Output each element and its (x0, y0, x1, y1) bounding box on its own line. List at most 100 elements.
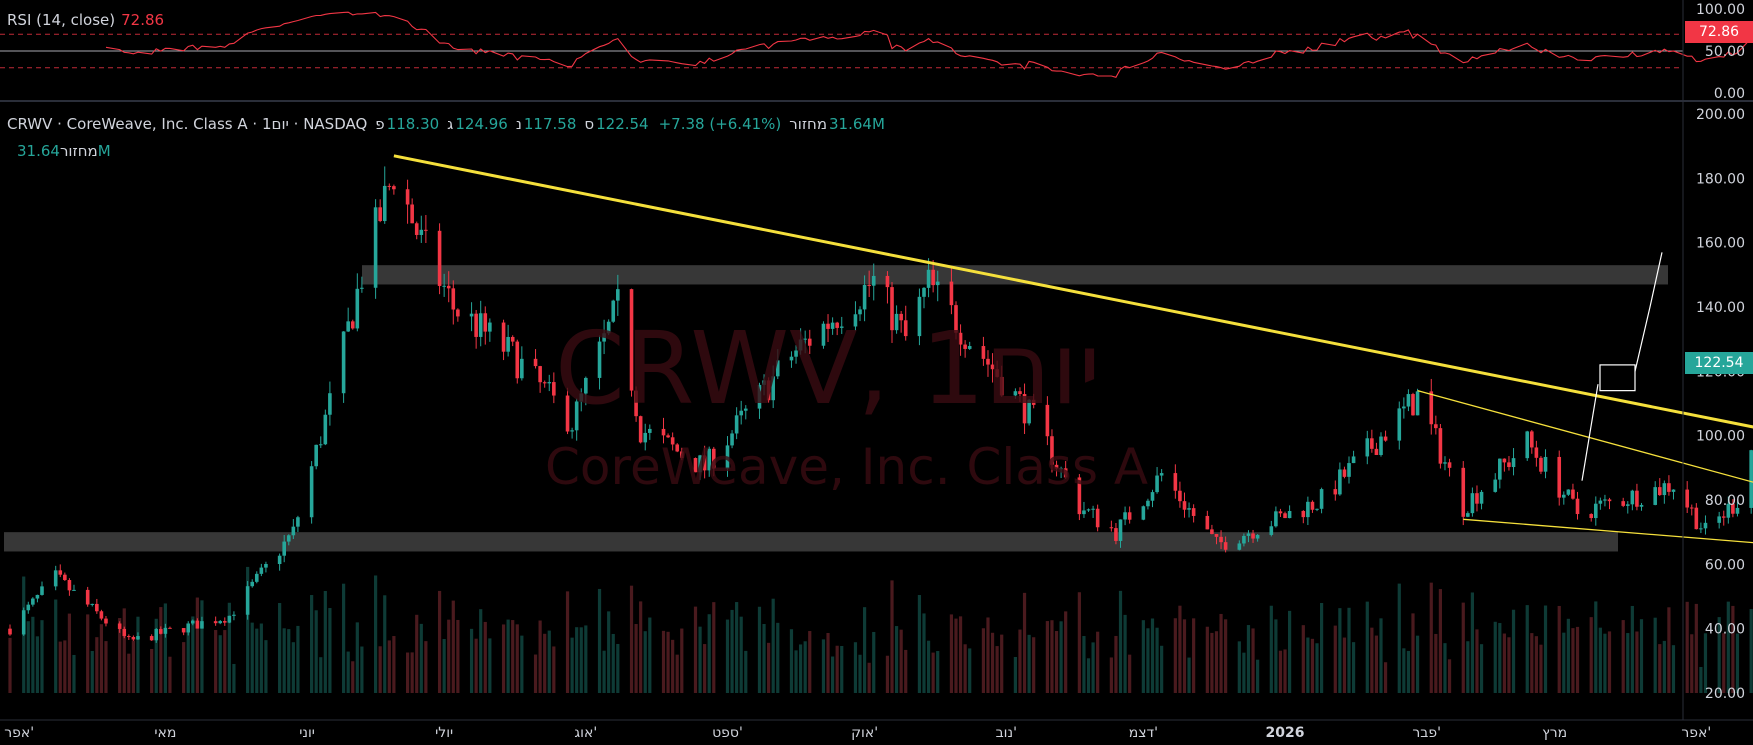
symbol-legend[interactable]: CRWV · CoreWeave, Inc. Class A · יום1 · … (7, 115, 885, 133)
candle-body (1214, 534, 1219, 537)
candle (1274, 506, 1278, 528)
volume-bar (538, 620, 542, 693)
candle (168, 626, 172, 629)
candle (1082, 501, 1086, 518)
candle-body (195, 620, 200, 629)
candle-body (1379, 436, 1383, 455)
candle-body (1278, 511, 1283, 514)
volume-bar (789, 629, 794, 693)
candle (378, 199, 382, 223)
volume-bar (602, 650, 606, 693)
volume-bar (1374, 635, 1379, 693)
volume-bar (118, 618, 122, 693)
time-axis-label: 2026 (1266, 725, 1305, 741)
candle-body (127, 636, 131, 638)
time-axis-label: פבר' (1412, 725, 1441, 741)
volume-bar (1351, 642, 1356, 693)
candle-body (1557, 456, 1562, 498)
volume-bar (1054, 631, 1059, 693)
candle-body (159, 629, 163, 634)
candle (1689, 504, 1694, 516)
resistance-zone (362, 265, 1668, 285)
candle (1114, 522, 1118, 545)
volume-bar (415, 614, 419, 693)
trendlines (393, 154, 1753, 544)
volume-bar (1000, 634, 1004, 693)
candle (154, 628, 159, 643)
volume-bar (255, 628, 259, 693)
volume-bar (1479, 644, 1484, 693)
volume-bar (1178, 605, 1182, 693)
candle-body (1178, 490, 1182, 502)
candle (835, 321, 839, 336)
candle (958, 324, 963, 356)
volume-bar (643, 631, 647, 693)
volume-bar (1091, 642, 1095, 693)
candle-body (264, 564, 268, 568)
volume-bar (1726, 601, 1730, 693)
candle-body (382, 185, 387, 222)
candle-body (318, 444, 323, 446)
volume-bar (1589, 617, 1593, 693)
ohlc-low-value: 117.58 (523, 115, 577, 133)
rsi-title[interactable]: RSI (14, close) 72.86 (7, 11, 164, 29)
volume-bar (744, 650, 748, 693)
candle (885, 271, 890, 304)
candle-body (1493, 479, 1498, 492)
volume-bar (1141, 620, 1145, 693)
volume-legend[interactable]: מחזור31.64M (7, 142, 111, 160)
candle (1543, 449, 1548, 479)
candle (1429, 378, 1434, 435)
volume-bar (1214, 631, 1219, 693)
candle (1123, 506, 1127, 526)
candle (483, 306, 488, 345)
candle (323, 409, 328, 446)
candle-body (547, 382, 552, 384)
time-axis-label: מרץ (1542, 725, 1567, 741)
candle-body (31, 598, 35, 605)
candle (405, 179, 410, 224)
candle (1603, 494, 1607, 507)
time-axis-label: נוב' (996, 725, 1017, 741)
candle-body (1045, 404, 1050, 437)
candle (1050, 429, 1054, 473)
candle-body (1402, 406, 1406, 409)
candle (309, 461, 314, 524)
candle-body (1502, 458, 1507, 463)
volume-bar (424, 641, 428, 693)
candle-body (392, 186, 396, 190)
volume-bar (968, 648, 972, 693)
candle-body (8, 628, 12, 635)
candle (1447, 458, 1452, 477)
volume-bar (1502, 633, 1506, 693)
volume-bar (579, 627, 583, 693)
volume-bar (552, 646, 556, 693)
volume-bar (899, 629, 903, 693)
candle-body (1662, 483, 1667, 496)
candle (542, 380, 547, 388)
volume-bar (451, 600, 455, 693)
volume-bar (387, 640, 391, 693)
candle-body (766, 380, 771, 401)
volume-bar (195, 597, 199, 693)
candle (127, 634, 131, 640)
volume-bar (159, 607, 163, 693)
candle-body (136, 636, 140, 640)
candle-body (1141, 506, 1146, 520)
volume-bar (1511, 609, 1516, 693)
change-value: +7.38 (+6.41%) (658, 115, 782, 133)
candle (1703, 515, 1708, 535)
candle (387, 183, 392, 191)
candle (922, 287, 926, 309)
candle (1721, 510, 1726, 526)
volume-bar (890, 580, 894, 693)
candle (1717, 511, 1721, 529)
volume-bar (1703, 633, 1708, 693)
volume-bar (1050, 620, 1054, 693)
volume-bar (867, 662, 871, 693)
candle-body (1543, 456, 1548, 472)
volume-bar (1383, 662, 1388, 693)
candle (826, 314, 830, 343)
candle-body (1251, 533, 1255, 539)
